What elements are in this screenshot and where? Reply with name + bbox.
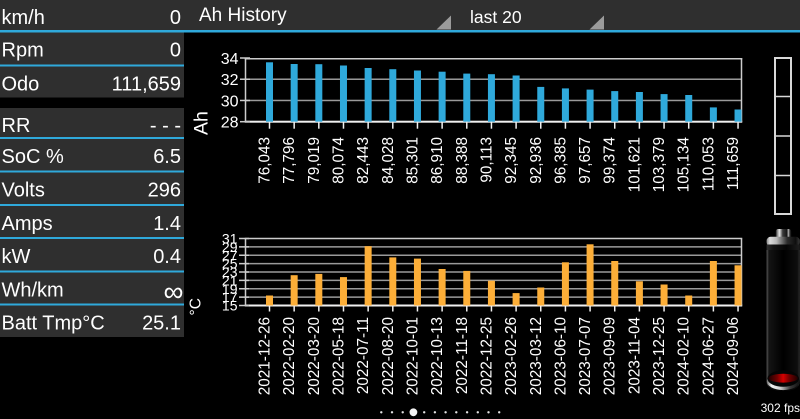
svg-text:6.5: 6.5 bbox=[153, 146, 181, 168]
svg-text:85,301: 85,301 bbox=[404, 137, 421, 184]
svg-text:Ah: Ah bbox=[191, 111, 213, 135]
svg-text:Ah History: Ah History bbox=[199, 5, 287, 26]
svg-text:86,910: 86,910 bbox=[429, 137, 446, 184]
svg-text:2022-10-13: 2022-10-13 bbox=[429, 317, 446, 395]
svg-text:2023-02-26: 2023-02-26 bbox=[503, 317, 520, 395]
svg-text:0: 0 bbox=[170, 40, 181, 62]
svg-text:302 fps: 302 fps bbox=[761, 401, 800, 415]
svg-text:last 20: last 20 bbox=[470, 7, 522, 27]
svg-text:Wh/km: Wh/km bbox=[2, 280, 64, 302]
svg-text:79,019: 79,019 bbox=[306, 137, 323, 184]
svg-text:°C: °C bbox=[188, 298, 205, 315]
svg-text:23: 23 bbox=[222, 264, 238, 280]
svg-text:34: 34 bbox=[221, 51, 239, 68]
svg-text:Odo: Odo bbox=[2, 74, 40, 96]
svg-text:Batt Tmp°C: Batt Tmp°C bbox=[2, 313, 105, 335]
svg-text:92,345: 92,345 bbox=[503, 137, 520, 184]
svg-text:kW: kW bbox=[2, 246, 31, 268]
svg-text:296: 296 bbox=[148, 180, 181, 202]
svg-text:76,043: 76,043 bbox=[257, 137, 274, 184]
svg-text:32: 32 bbox=[221, 72, 239, 89]
svg-text:RR: RR bbox=[2, 115, 31, 137]
svg-text:92,936: 92,936 bbox=[528, 137, 545, 184]
svg-text:2022-11-18: 2022-11-18 bbox=[454, 317, 471, 394]
svg-text:2022-02-20: 2022-02-20 bbox=[281, 317, 298, 395]
svg-text:Amps: Amps bbox=[2, 213, 53, 235]
svg-text:19: 19 bbox=[222, 281, 238, 297]
svg-text:2023-11-04: 2023-11-04 bbox=[626, 317, 643, 395]
svg-text:29: 29 bbox=[222, 239, 238, 255]
svg-text:2021-12-26: 2021-12-26 bbox=[257, 317, 274, 395]
svg-text:97,657: 97,657 bbox=[577, 137, 594, 184]
svg-text:2022-08-20: 2022-08-20 bbox=[380, 317, 397, 395]
svg-text:2023-06-10: 2023-06-10 bbox=[552, 317, 569, 395]
svg-text:80,074: 80,074 bbox=[330, 137, 347, 184]
svg-text:30: 30 bbox=[221, 93, 239, 110]
svg-text:Rpm: Rpm bbox=[2, 40, 44, 62]
svg-text:2022-07-11: 2022-07-11 bbox=[355, 317, 372, 394]
svg-text:96,385: 96,385 bbox=[552, 137, 569, 184]
svg-text:28: 28 bbox=[221, 115, 239, 132]
svg-text:111,659: 111,659 bbox=[112, 74, 181, 96]
svg-text:km/h: km/h bbox=[2, 7, 45, 29]
svg-text:2023-09-09: 2023-09-09 bbox=[602, 317, 619, 395]
svg-text:- - -: - - - bbox=[150, 115, 181, 137]
svg-text:21: 21 bbox=[222, 272, 238, 288]
svg-text:101,621: 101,621 bbox=[626, 137, 643, 192]
svg-text:25: 25 bbox=[222, 256, 238, 272]
svg-text:15: 15 bbox=[222, 298, 238, 314]
svg-text:103,379: 103,379 bbox=[651, 137, 668, 192]
svg-text:2024-02-10: 2024-02-10 bbox=[676, 317, 693, 395]
svg-text:2024-06-27: 2024-06-27 bbox=[700, 317, 717, 395]
svg-text:0: 0 bbox=[170, 7, 181, 29]
svg-text:2023-12-25: 2023-12-25 bbox=[651, 317, 668, 395]
svg-text:2022-03-20: 2022-03-20 bbox=[306, 317, 323, 395]
svg-text:17: 17 bbox=[222, 289, 238, 305]
svg-text:105,134: 105,134 bbox=[676, 137, 693, 193]
svg-text:110,053: 110,053 bbox=[700, 137, 717, 191]
svg-text:2024-09-06: 2024-09-06 bbox=[725, 317, 742, 395]
svg-text:99,374: 99,374 bbox=[602, 137, 619, 184]
svg-text:25.1: 25.1 bbox=[142, 313, 181, 335]
svg-text:31: 31 bbox=[222, 231, 238, 247]
svg-text:∞: ∞ bbox=[164, 276, 184, 307]
svg-text:90,113: 90,113 bbox=[478, 137, 495, 183]
svg-text:1.4: 1.4 bbox=[153, 213, 181, 235]
svg-text:111,659: 111,659 bbox=[725, 137, 742, 190]
svg-text:77,796: 77,796 bbox=[281, 137, 298, 184]
svg-text:2022-05-18: 2022-05-18 bbox=[330, 317, 347, 395]
svg-text:88,388: 88,388 bbox=[454, 137, 471, 184]
svg-text:2023-07-07: 2023-07-07 bbox=[577, 317, 594, 395]
svg-text:2022-12-25: 2022-12-25 bbox=[478, 317, 495, 395]
svg-text:Volts: Volts bbox=[2, 180, 45, 202]
svg-text:84,028: 84,028 bbox=[380, 137, 397, 184]
svg-text:SoC %: SoC % bbox=[2, 146, 64, 168]
svg-text:0.4: 0.4 bbox=[153, 246, 181, 268]
svg-text:27: 27 bbox=[222, 247, 238, 263]
svg-text:2022-10-01: 2022-10-01 bbox=[404, 317, 421, 395]
svg-text:2023-03-12: 2023-03-12 bbox=[528, 317, 545, 395]
svg-text:82,443: 82,443 bbox=[355, 137, 372, 184]
